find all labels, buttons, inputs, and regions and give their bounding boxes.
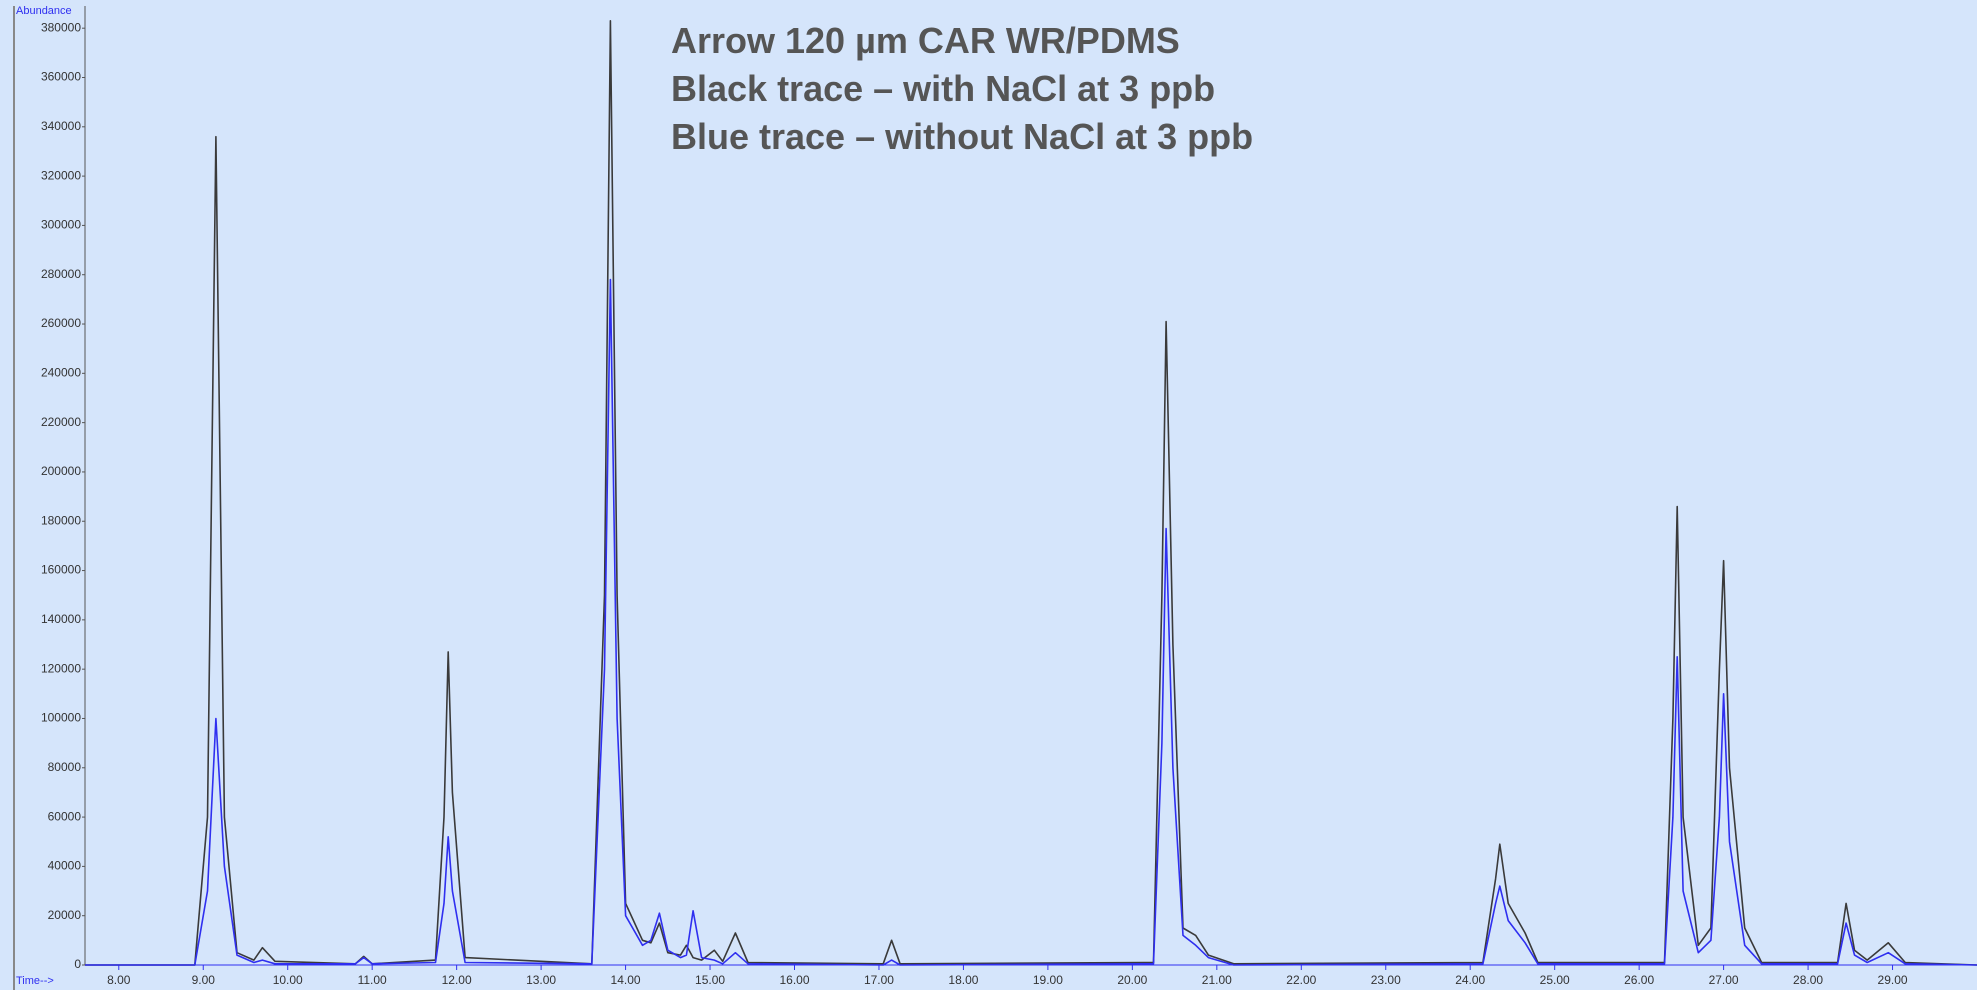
x-axis-label: Time--> [16,975,54,987]
y-tick-label: 260000 [41,316,81,330]
y-axis-label: Abundance [16,5,72,17]
x-tick-label: 13.00 [526,973,556,987]
x-tick-label: 25.00 [1540,973,1570,987]
y-tick-label: 180000 [41,513,81,527]
y-tick-label: 360000 [41,70,81,84]
annotation-series: Blue trace – without NaCl at 3 ppb [671,116,1253,157]
x-tick-label: 8.00 [107,973,131,987]
y-tick-label: 100000 [41,711,81,725]
y-tick-label: 380000 [41,20,81,34]
annotation-title: Arrow 120 µm CAR WR/PDMS [671,20,1180,61]
y-tick-label: 60000 [48,809,82,823]
y-tick-label: 160000 [41,563,81,577]
y-tick-label: 200000 [41,464,81,478]
y-tick-label: 80000 [48,760,82,774]
x-tick-label: 24.00 [1455,973,1485,987]
x-tick-label: 14.00 [611,973,641,987]
y-tick-label: 40000 [48,859,82,873]
x-tick-label: 17.00 [864,973,894,987]
x-tick-label: 28.00 [1793,973,1823,987]
x-tick-label: 9.00 [192,973,216,987]
x-tick-label: 20.00 [1117,973,1147,987]
y-tick-label: 280000 [41,267,81,281]
annotation-series: Black trace – with NaCl at 3 ppb [671,68,1215,109]
y-tick-label: 0 [74,957,81,971]
x-tick-label: 12.00 [442,973,472,987]
x-tick-label: 15.00 [695,973,725,987]
y-tick-label: 20000 [48,908,82,922]
y-tick-label: 300000 [41,218,81,232]
x-tick-label: 11.00 [358,973,387,987]
x-tick-label: 16.00 [779,973,809,987]
y-tick-label: 120000 [41,661,81,675]
x-tick-label: 27.00 [1709,973,1739,987]
y-tick-label: 320000 [41,168,81,182]
trace-line [85,278,1977,966]
y-tick-label: 140000 [41,612,81,626]
x-tick-label: 23.00 [1371,973,1401,987]
y-tick-label: 240000 [41,366,81,380]
x-tick-label: 29.00 [1878,973,1908,987]
x-tick-label: 19.00 [1033,973,1063,987]
y-tick-label: 220000 [41,415,81,429]
x-tick-label: 26.00 [1624,973,1654,987]
x-tick-label: 22.00 [1286,973,1316,987]
y-tick-label: 340000 [41,119,81,133]
x-tick-label: 21.00 [1202,973,1232,987]
x-tick-label: 10.00 [273,973,303,987]
x-tick-label: 18.00 [948,973,978,987]
